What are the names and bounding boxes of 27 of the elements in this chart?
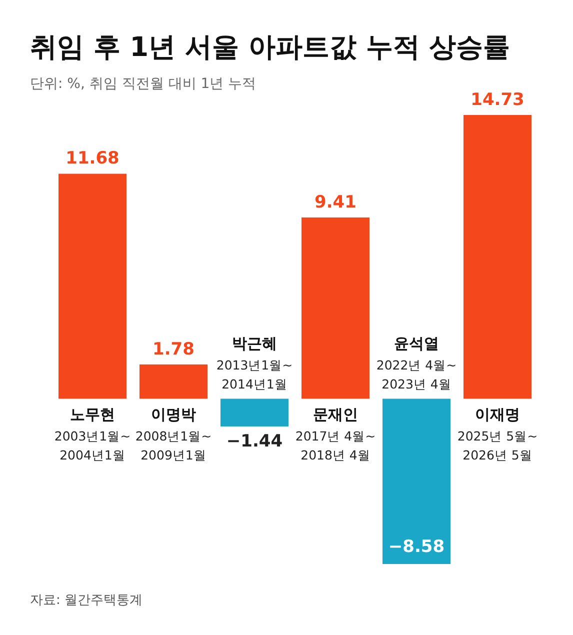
annotation: 2022년 4월~ 2023년 4월: [376, 358, 457, 392]
chart-title: 취임 후 1년 서울 아파트값 누적 상승률: [30, 32, 510, 63]
data-label: 14.73: [470, 90, 524, 110]
data-label: 1.78: [152, 339, 194, 360]
data-label: −8.58: [388, 537, 445, 557]
x-tick-label: 문재인: [313, 406, 358, 424]
chart-subtitle: 단위: %, 취임 직전월 대비 1년 누적: [30, 76, 256, 92]
x-tick-label: 노무현: [70, 406, 115, 424]
bar: [140, 364, 208, 399]
x-tick-label: 박근혜: [232, 334, 277, 353]
annotation: 2025년 5월~ 2026년 5월: [457, 428, 538, 463]
bar: [220, 398, 288, 426]
x-tick-label: 윤석열: [394, 334, 439, 353]
data-label: 9.41: [314, 192, 356, 212]
bar: [464, 115, 532, 399]
annotation: 2017년 4월~ 2018년 4월: [295, 428, 376, 463]
bar: [382, 398, 450, 564]
x-tick-label: 이재명: [475, 406, 520, 424]
bar: [58, 174, 126, 399]
x-tick-label: 이명박: [151, 406, 196, 424]
data-label: −1.44: [226, 431, 283, 452]
bar: [302, 217, 370, 399]
annotation: 2008년1월~ 2009년1월: [135, 428, 212, 463]
text: 자료: 월간주택통계: [30, 593, 143, 608]
annotation: 2003년1월~ 2004년1월: [54, 428, 131, 463]
data-label: 11.68: [66, 148, 120, 169]
annotation: 2013년1월~ 2014년1월: [216, 358, 293, 392]
